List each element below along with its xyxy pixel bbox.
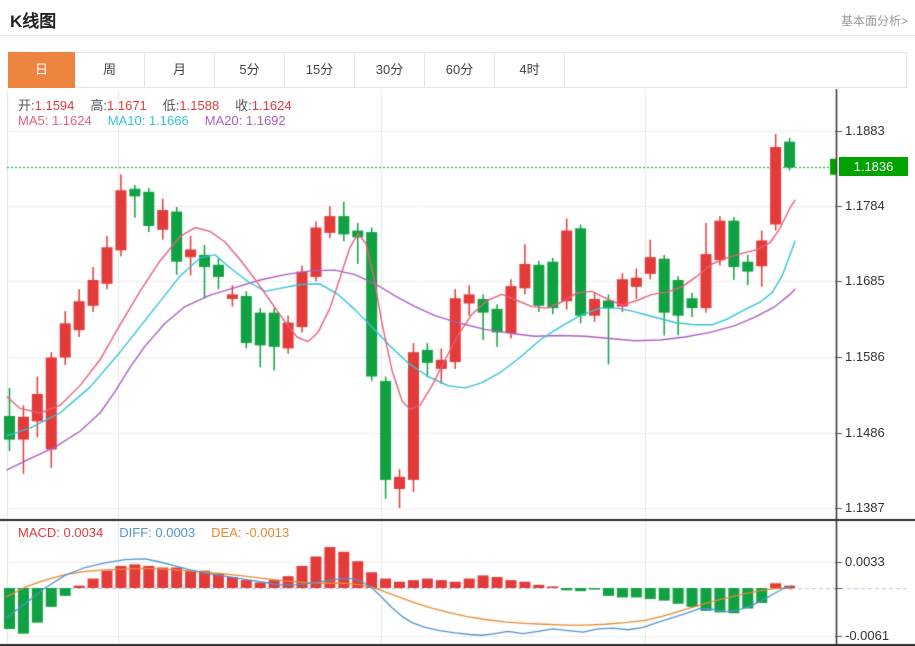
legend-item: MA5: 1.1624 xyxy=(18,113,92,128)
ma-legend: MA5: 1.1624 MA10: 1.1666 MA20: 1.1692 xyxy=(18,113,302,128)
legend-item: MACD: 0.0034 xyxy=(18,525,104,540)
tab-30分[interactable]: 30分 xyxy=(355,53,425,87)
legend-item: MA20: 1.1692 xyxy=(204,113,286,128)
tab-日[interactable]: 日 xyxy=(8,52,75,88)
tab-bar-filler xyxy=(565,53,906,87)
tab-月[interactable]: 月 xyxy=(145,53,215,87)
axis-tick-label: -0.0061 xyxy=(845,628,890,644)
tab-5分[interactable]: 5分 xyxy=(215,53,285,87)
legend-item: MA10: 1.1666 xyxy=(107,113,189,128)
legend-item: 收:1.1624 xyxy=(235,98,292,113)
tab-周[interactable]: 周 xyxy=(75,53,145,87)
legend-item: 高:1.1671 xyxy=(90,98,147,113)
tab-60分[interactable]: 60分 xyxy=(425,53,495,87)
axis-tick-label: 1.1387 xyxy=(845,500,885,515)
legend-item: DEA: -0.0013 xyxy=(211,525,290,540)
header-divider xyxy=(0,35,915,36)
page-title: K线图 xyxy=(10,12,57,31)
axis-tick-label: 0.0033 xyxy=(845,554,885,569)
macd-legend: MACD: 0.0034 DIFF: 0.0003 DEA: -0.0013 xyxy=(18,525,305,540)
fundamental-analysis-link[interactable]: 基本面分析> xyxy=(840,14,908,28)
period-tab-bar: 日周月 5分 15分 30分 60分 4时 xyxy=(8,52,907,88)
axis-tick-label: 1.1586 xyxy=(845,348,885,364)
tab-4时[interactable]: 4时 xyxy=(495,53,565,87)
legend-item: DIFF: 0.0003 xyxy=(119,525,196,540)
legend-item: 低:1.1588 xyxy=(162,98,220,113)
ohlc-legend: 开:1.1594 高:1.1671 低:1.1588 收:1.1624 xyxy=(18,95,308,114)
legend-item: 开:1.1594 xyxy=(18,98,75,113)
tab-15分[interactable]: 15分 xyxy=(285,53,355,87)
axis-tick-label: 1.1685 xyxy=(845,273,885,289)
axis-tick-label: 1.1784 xyxy=(845,198,885,214)
current-price-tag: 1.1836 xyxy=(839,157,908,177)
axis-tick-label: 1.1486 xyxy=(845,424,885,440)
axis-tick-label: 1.1883 xyxy=(845,123,885,138)
